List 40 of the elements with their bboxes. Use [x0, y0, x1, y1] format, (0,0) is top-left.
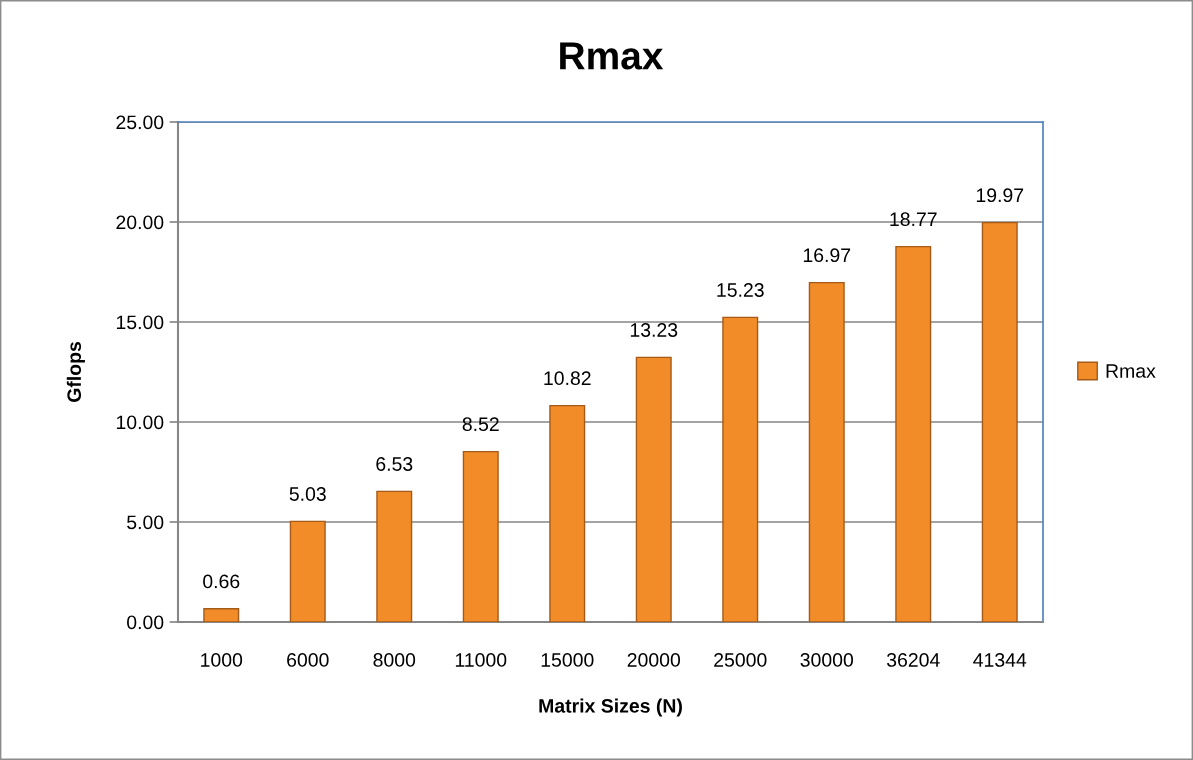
x-tick-label: 8000 [373, 653, 416, 667]
data-label: 0.66 [203, 574, 240, 589]
y-tick-label: 10.00 [116, 415, 164, 430]
y-axis-title: Gflops [66, 342, 85, 402]
y-tick-label: 25.00 [116, 115, 164, 130]
x-tick-label: 30000 [800, 653, 854, 667]
x-tick-label: 1000 [201, 653, 243, 667]
x-tick-label: 36204 [886, 653, 940, 667]
bar [376, 490, 413, 622]
data-label: 13.23 [630, 323, 678, 337]
x-axis-title: Matrix Sizes (N) [539, 698, 682, 717]
bar [895, 245, 932, 622]
bar [808, 281, 845, 622]
data-label: 16.97 [803, 248, 851, 263]
data-label: 19.97 [976, 188, 1024, 203]
data-label: 8.52 [462, 417, 499, 432]
bar [549, 404, 586, 622]
data-label: 15.23 [717, 283, 764, 297]
bar [981, 221, 1018, 622]
bar [462, 450, 499, 622]
x-tick-label: 20000 [627, 653, 681, 667]
data-label: 5.03 [289, 487, 326, 501]
bar [289, 520, 326, 622]
y-tick-label: 5.00 [127, 515, 164, 530]
x-tick-label: 11000 [455, 653, 507, 667]
x-tick-label: 15000 [541, 653, 594, 667]
x-tick-label: 41344 [973, 653, 1027, 667]
data-label: 6.53 [376, 457, 413, 471]
bar [722, 316, 759, 622]
y-tick-label: 20.00 [116, 215, 164, 230]
bar [203, 608, 240, 622]
chart-title: Rmax [560, 42, 664, 70]
data-label: 18.77 [890, 212, 937, 227]
x-tick-label: 25000 [714, 653, 767, 667]
y-tick-label: 0.00 [127, 615, 164, 630]
data-label: 10.82 [544, 371, 591, 386]
legend-label: Rmax [1106, 364, 1156, 378]
bar [635, 356, 672, 622]
x-tick-label: 6000 [287, 653, 329, 667]
y-tick-label: 15.00 [116, 315, 164, 330]
